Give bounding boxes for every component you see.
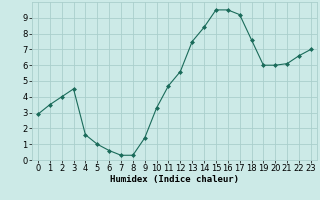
X-axis label: Humidex (Indice chaleur): Humidex (Indice chaleur) [110, 175, 239, 184]
